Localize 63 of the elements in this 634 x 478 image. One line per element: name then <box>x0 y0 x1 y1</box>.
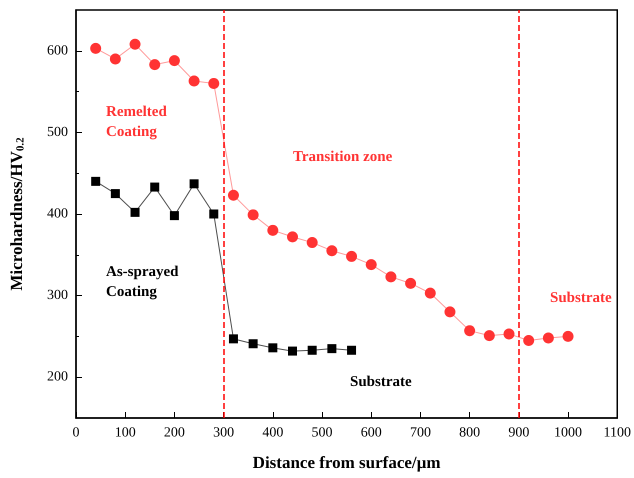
y-tick-label: 400 <box>47 206 68 222</box>
point <box>130 208 140 217</box>
point <box>209 210 218 218</box>
y-tick-label: 600 <box>47 43 68 58</box>
point <box>405 278 416 289</box>
x-tick-label: 200 <box>164 426 185 440</box>
point <box>268 343 278 352</box>
x-axis-title: Distance from surface/µm <box>252 453 441 472</box>
point <box>170 211 179 220</box>
x-tick-label: 300 <box>213 426 234 440</box>
point <box>130 38 141 50</box>
y-axis-title: Microhardness/HV0.2 <box>7 136 26 291</box>
x-tick-label: 0 <box>72 426 80 440</box>
point <box>306 237 318 248</box>
x-tick-label: 500 <box>312 426 333 440</box>
point <box>326 245 338 256</box>
y-tick-label: 500 <box>47 124 68 140</box>
point <box>208 78 220 89</box>
point <box>288 346 298 356</box>
point <box>366 259 377 270</box>
point <box>150 182 160 192</box>
point <box>484 330 495 342</box>
point <box>424 288 436 299</box>
point <box>149 59 160 70</box>
point <box>327 344 336 354</box>
point <box>308 346 317 355</box>
point <box>542 332 554 344</box>
point <box>287 231 298 242</box>
point <box>110 189 120 198</box>
point <box>248 209 259 220</box>
point <box>90 42 102 54</box>
annotation: Substrate <box>350 374 412 390</box>
annotation: Substrate <box>550 290 612 306</box>
point <box>504 328 515 340</box>
point <box>523 334 534 346</box>
x-tick-label: 900 <box>508 426 530 440</box>
x-tick-label: 600 <box>360 426 382 440</box>
x-tick-label: 1000 <box>554 426 582 440</box>
y-tick-label: 200 <box>47 370 68 385</box>
point <box>168 55 180 66</box>
point <box>228 190 239 201</box>
x-tick-label: 1100 <box>604 426 631 440</box>
x-tick-label: 400 <box>262 426 284 440</box>
point <box>228 334 238 344</box>
annotation: Transition zone <box>293 149 393 165</box>
point <box>444 306 456 318</box>
point <box>110 53 121 64</box>
x-tick-label: 100 <box>114 426 136 440</box>
point <box>91 176 100 186</box>
x-tick-label: 700 <box>410 426 431 440</box>
point <box>190 179 199 188</box>
point <box>385 271 396 282</box>
point <box>188 75 200 86</box>
point <box>347 346 356 355</box>
point <box>464 325 476 336</box>
annotation: Remelted Coating <box>106 104 168 140</box>
y-tick-label: 300 <box>47 288 68 304</box>
annotation: As-sprayed Coating <box>106 264 180 300</box>
point <box>248 339 258 348</box>
point <box>562 330 574 342</box>
point <box>267 224 278 236</box>
x-tick-label: 800 <box>459 426 480 440</box>
point <box>346 250 358 262</box>
